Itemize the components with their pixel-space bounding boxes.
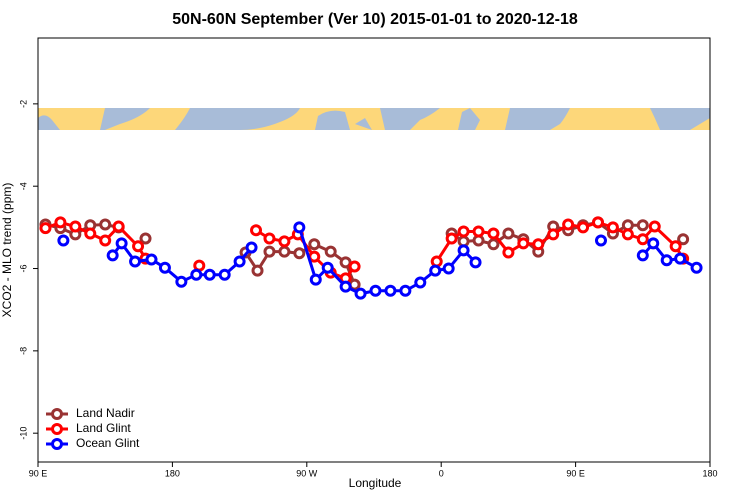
data-point <box>251 264 264 277</box>
map-band <box>38 108 710 130</box>
data-point <box>469 256 482 269</box>
data-point <box>69 220 82 233</box>
data-point <box>324 245 337 258</box>
data-point <box>54 216 67 229</box>
legend-marker <box>51 423 63 435</box>
data-point <box>263 245 276 258</box>
data-point <box>502 227 515 240</box>
data-point <box>354 287 367 300</box>
data-point <box>175 275 188 288</box>
y-tick-label: -4 <box>18 182 28 190</box>
data-point <box>430 255 443 268</box>
data-point <box>293 247 306 260</box>
data-point <box>115 237 128 250</box>
data-point <box>139 232 152 245</box>
data-point <box>99 218 112 231</box>
data-point <box>203 268 216 281</box>
data-point <box>218 268 231 281</box>
data-point <box>660 254 673 267</box>
x-tick-label: 90 W <box>296 468 318 478</box>
data-point <box>132 240 145 253</box>
data-point <box>308 250 321 263</box>
data-point <box>648 220 661 233</box>
data-point <box>129 255 142 268</box>
legend-label: Ocean Glint <box>76 436 140 450</box>
data-point <box>677 233 690 246</box>
chart-title: 50N-60N September (Ver 10) 2015-01-01 to… <box>172 11 578 28</box>
data-point <box>158 261 171 274</box>
x-axis-title: Longitude <box>349 476 402 490</box>
data-point <box>39 222 52 235</box>
legend-label: Land Glint <box>76 421 131 435</box>
data-point <box>606 221 619 234</box>
y-tick-label: -6 <box>18 265 28 273</box>
data-point <box>636 219 649 232</box>
map-ocean <box>38 108 710 130</box>
x-tick-label: 180 <box>165 468 180 478</box>
data-point <box>636 249 649 262</box>
data-point <box>99 234 112 247</box>
data-point <box>348 260 361 273</box>
data-point <box>690 261 703 274</box>
x-tick-label: 90 E <box>29 468 48 478</box>
data-point <box>245 241 258 254</box>
y-tick-label: -8 <box>18 347 28 355</box>
x-tick-label: 0 <box>439 468 444 478</box>
data-point <box>636 233 649 246</box>
y-tick-label: -10 <box>18 427 28 440</box>
x-tick-label: 180 <box>702 468 717 478</box>
data-point <box>293 221 306 234</box>
data-point <box>399 284 412 297</box>
data-point <box>592 216 604 229</box>
legend-marker <box>51 408 63 420</box>
data-point <box>57 234 70 247</box>
data-point <box>339 256 352 269</box>
legend-marker <box>51 438 63 450</box>
data-point <box>647 237 660 250</box>
data-point <box>84 227 97 240</box>
data-point <box>429 264 442 277</box>
legend-label: Land Nadir <box>76 406 135 420</box>
data-point <box>233 255 246 268</box>
data-point <box>278 245 291 258</box>
data-point <box>112 220 125 233</box>
data-point <box>621 228 634 241</box>
data-point <box>457 244 470 257</box>
x-tick-label: 90 E <box>566 468 585 478</box>
data-point <box>669 240 682 253</box>
data-point <box>250 224 263 237</box>
data-point <box>594 234 607 247</box>
data-point <box>577 221 590 234</box>
plot-frame <box>37 37 711 463</box>
data-point <box>502 246 515 259</box>
data-point <box>263 232 276 245</box>
data-point <box>457 225 470 238</box>
data-point <box>339 280 352 293</box>
data-point <box>278 235 291 248</box>
data-point <box>547 228 560 241</box>
data-point <box>145 253 158 266</box>
data-point <box>517 237 530 250</box>
data-point <box>106 249 119 262</box>
data-point <box>445 232 458 245</box>
data-point <box>384 284 397 297</box>
data-point <box>487 227 500 240</box>
data-point <box>532 238 545 251</box>
y-tick-label: -2 <box>18 100 28 108</box>
data-point <box>308 238 321 251</box>
data-point <box>321 261 334 274</box>
data-point <box>309 273 322 286</box>
data-point <box>472 225 485 238</box>
data-point <box>369 284 382 297</box>
data-point <box>442 262 455 275</box>
data-point <box>414 276 427 289</box>
y-axis-title: XCO2 - MLO trend (ppm) <box>0 183 14 318</box>
data-point <box>190 268 203 281</box>
data-point <box>487 238 500 251</box>
data-point <box>674 252 687 265</box>
data-point <box>562 218 575 231</box>
